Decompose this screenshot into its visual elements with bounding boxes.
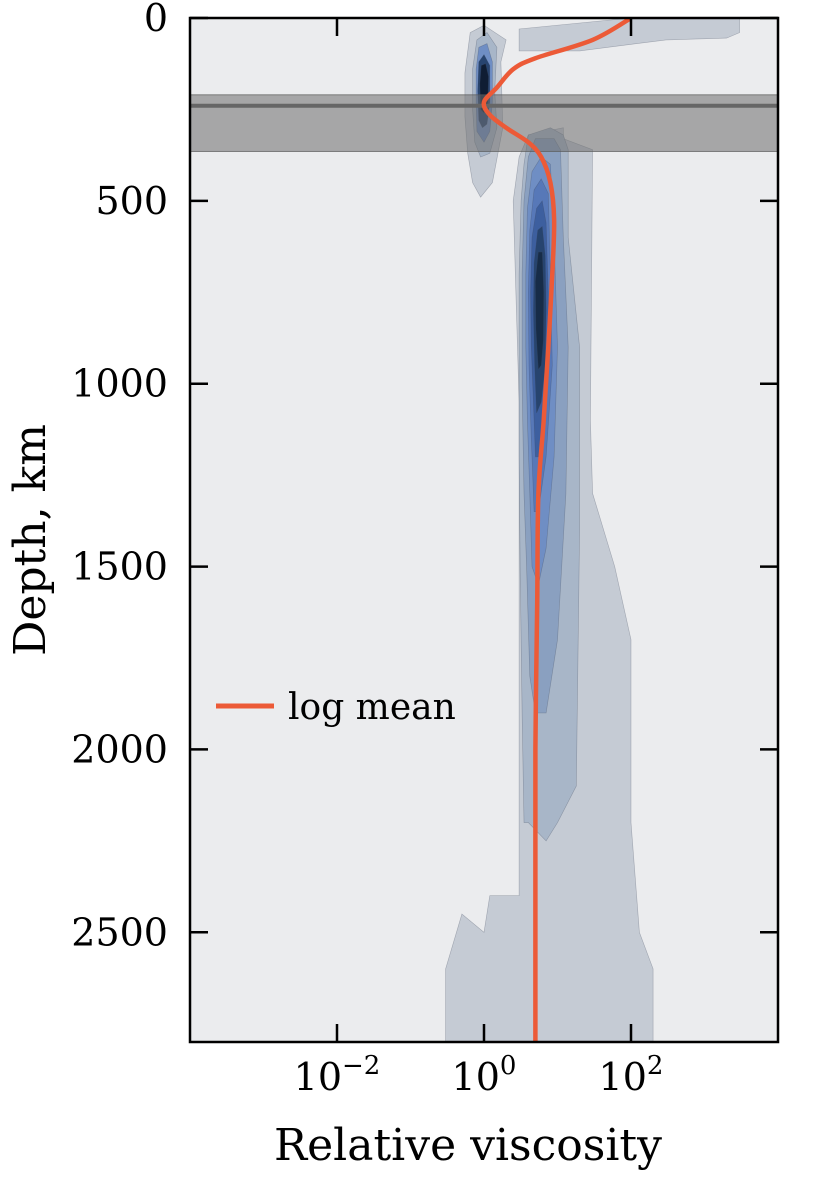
y-tick-label-3: 1500 bbox=[71, 545, 168, 589]
y-tick-label-5: 2500 bbox=[71, 910, 168, 954]
legend-label-log-mean: log mean bbox=[288, 687, 456, 728]
x-axis-label: Relative viscosity bbox=[274, 1120, 662, 1171]
y-tick-label-2: 1000 bbox=[71, 362, 168, 406]
y-tick-label-1: 500 bbox=[95, 179, 168, 223]
series-line-log-mean bbox=[481, 18, 633, 1042]
x-tick-label-1: 100 bbox=[452, 1051, 517, 1099]
x-tick-label-0: 10−2 bbox=[294, 1051, 381, 1099]
y-axis-label: Depth, km bbox=[5, 424, 56, 656]
density-contour-2 bbox=[518, 18, 740, 52]
density-contour-9 bbox=[535, 251, 545, 370]
log-mean-layer bbox=[481, 18, 633, 1042]
y-tick-label-0: 0 bbox=[144, 0, 168, 40]
y-tick-label-4: 2000 bbox=[71, 727, 168, 771]
axis-ticks: 10−2 100 102 0 500 1000 1500 2000 2500 bbox=[71, 0, 778, 1099]
x-tick-label-2: 102 bbox=[599, 1051, 664, 1099]
legend: log mean bbox=[216, 687, 456, 728]
